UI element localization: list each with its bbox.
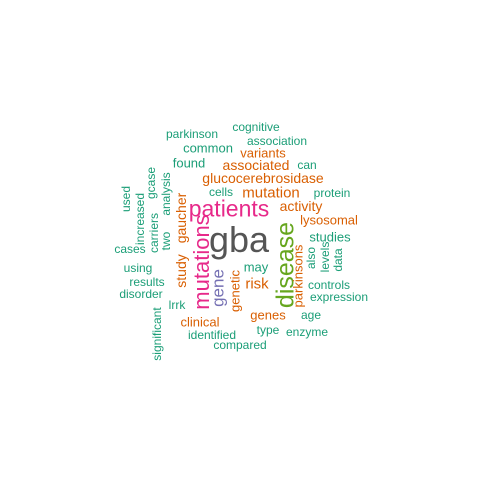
word-data: data	[331, 248, 345, 272]
word-parkinsons: parkinsons	[290, 244, 306, 308]
word-significant: significant	[150, 307, 164, 361]
word-used: used	[119, 185, 133, 213]
word-activity: activity	[279, 198, 323, 214]
word-patients: patients	[188, 195, 270, 222]
word-identified: identified	[187, 328, 237, 342]
word-may: may	[243, 259, 269, 275]
word-levels: levels	[318, 241, 332, 273]
word-cells: cells	[208, 185, 234, 199]
word-analysis: analysis	[159, 172, 173, 216]
word-compared: compared	[213, 338, 267, 352]
word-variants: variants	[240, 145, 286, 161]
word-age: age	[300, 308, 322, 322]
word-protein: protein	[313, 186, 351, 200]
word-found: found	[172, 155, 206, 171]
word-type: type	[256, 323, 280, 337]
word-glucocerebrosidase: glucocerebrosidase	[202, 170, 324, 186]
word-disorder: disorder	[119, 287, 163, 301]
word-parkinson: parkinson	[165, 127, 219, 141]
word-increased: increased	[133, 192, 147, 246]
word-gba: gba	[208, 219, 270, 260]
word-can: can	[297, 158, 317, 172]
word-results: results	[129, 275, 165, 289]
word-genes: genes	[250, 307, 286, 323]
word-association: association	[246, 134, 308, 148]
word-enzyme: enzyme	[285, 325, 329, 339]
word-clinical: clinical	[180, 314, 220, 330]
word-using: using	[123, 261, 153, 275]
word-cognitive: cognitive	[232, 120, 280, 134]
word-also: also	[304, 246, 318, 270]
word-risk: risk	[245, 275, 269, 293]
word-lrrk: lrrk	[168, 298, 186, 312]
word-studies: studies	[309, 229, 351, 245]
word-gene: gene	[208, 269, 228, 307]
word-study: study	[173, 254, 189, 288]
word-controls: controls	[307, 278, 351, 292]
word-mutation: mutation	[242, 184, 300, 202]
word-lysosomal: lysosomal	[300, 212, 358, 228]
word-cases: cases	[114, 242, 146, 256]
word-associated: associated	[222, 157, 290, 173]
word-expression: expression	[309, 290, 369, 304]
word-two: two	[159, 231, 173, 251]
word-gaucher: gaucher	[173, 192, 189, 244]
word-common: common	[183, 140, 233, 156]
word-genetic: genetic	[227, 270, 243, 312]
